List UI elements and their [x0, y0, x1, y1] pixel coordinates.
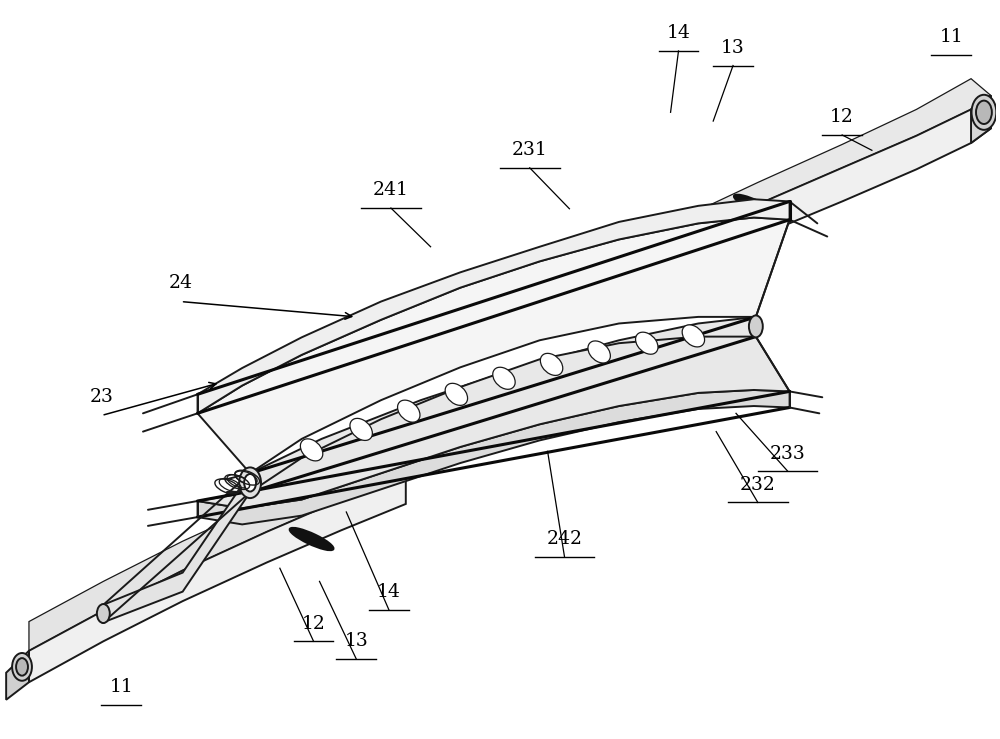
Ellipse shape: [643, 339, 657, 353]
Text: 12: 12: [830, 109, 854, 126]
Ellipse shape: [239, 467, 261, 498]
Polygon shape: [594, 78, 991, 285]
Text: 14: 14: [377, 583, 401, 602]
Ellipse shape: [689, 332, 704, 346]
Polygon shape: [971, 95, 991, 143]
Ellipse shape: [16, 658, 28, 675]
Polygon shape: [6, 651, 29, 700]
Polygon shape: [29, 444, 406, 651]
Polygon shape: [198, 390, 790, 525]
Text: 242: 242: [546, 530, 582, 548]
Text: 13: 13: [721, 39, 745, 57]
Ellipse shape: [290, 528, 334, 551]
Ellipse shape: [636, 332, 658, 354]
Ellipse shape: [307, 446, 322, 460]
Ellipse shape: [595, 348, 609, 362]
Ellipse shape: [452, 390, 467, 404]
Ellipse shape: [547, 361, 562, 374]
Polygon shape: [594, 95, 991, 320]
Text: 13: 13: [344, 633, 368, 650]
Ellipse shape: [405, 407, 419, 421]
Text: 11: 11: [109, 678, 133, 696]
Text: 23: 23: [89, 388, 113, 406]
Ellipse shape: [12, 653, 32, 681]
Ellipse shape: [588, 341, 610, 363]
Polygon shape: [250, 317, 756, 492]
Ellipse shape: [357, 426, 371, 439]
Text: 11: 11: [939, 28, 963, 46]
Polygon shape: [198, 337, 790, 508]
Polygon shape: [103, 473, 250, 622]
Text: 14: 14: [667, 24, 690, 42]
Ellipse shape: [398, 400, 420, 422]
Text: 231: 231: [512, 141, 548, 160]
Text: 24: 24: [169, 274, 193, 293]
Ellipse shape: [300, 439, 323, 461]
Ellipse shape: [976, 101, 992, 124]
Ellipse shape: [972, 95, 996, 130]
Ellipse shape: [97, 604, 110, 623]
Text: 241: 241: [373, 182, 409, 200]
Polygon shape: [198, 217, 790, 473]
Ellipse shape: [682, 325, 705, 347]
Text: 12: 12: [302, 615, 326, 633]
Ellipse shape: [242, 471, 258, 494]
Ellipse shape: [734, 194, 778, 217]
Polygon shape: [29, 473, 406, 682]
Ellipse shape: [749, 316, 763, 337]
Polygon shape: [198, 200, 790, 413]
Text: 232: 232: [740, 476, 776, 494]
Ellipse shape: [350, 418, 372, 440]
Ellipse shape: [493, 367, 515, 389]
Ellipse shape: [540, 353, 563, 375]
Ellipse shape: [445, 384, 468, 406]
Text: 233: 233: [770, 445, 805, 463]
Ellipse shape: [500, 374, 514, 388]
Ellipse shape: [244, 474, 256, 491]
